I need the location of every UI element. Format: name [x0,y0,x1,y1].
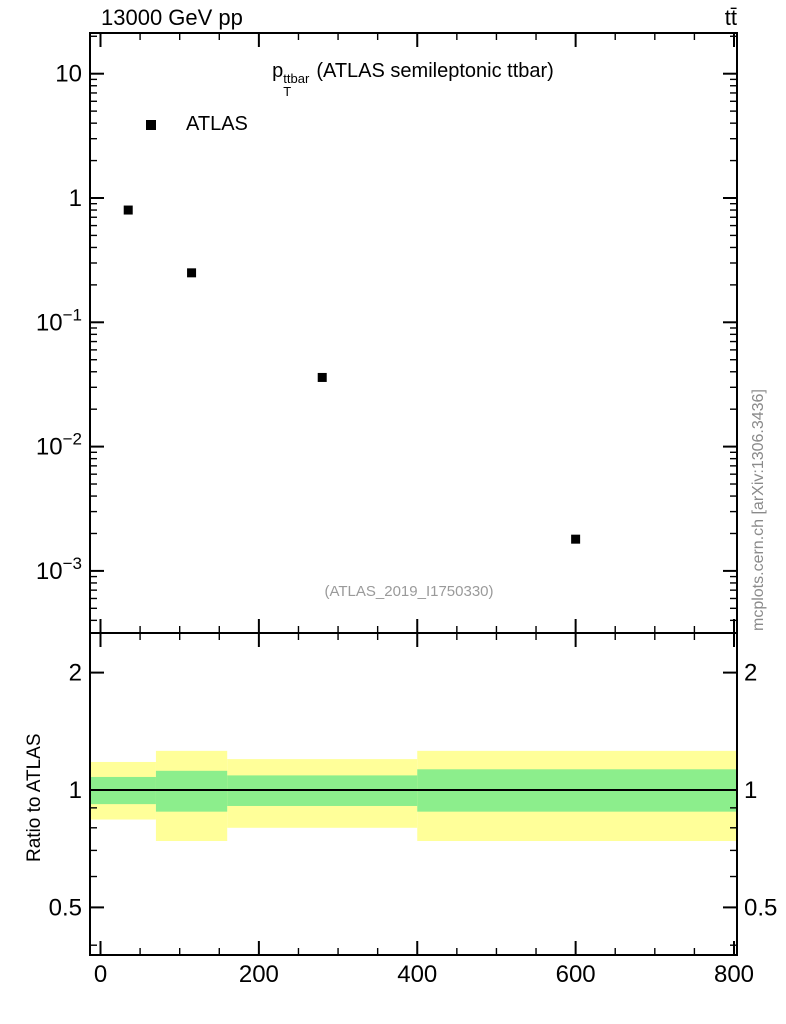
legend-marker-atlas [146,119,156,130]
ratio-plot-frame [89,632,738,956]
x-axis-tick-label: 800 [714,961,754,988]
ratio-y-tick-label-left: 1 [69,777,82,804]
ratio-axis-title: Ratio to ATLAS [24,733,45,863]
y-axis-tick-label: 10−2 [36,430,82,461]
data-point-atlas [187,268,197,278]
observable-title-rest: (ATLAS semileptonic ttbar) [316,60,554,82]
x-axis-tick-label: 400 [397,961,437,988]
legend-label-atlas: ATLAS [186,113,248,135]
observable-subsup: ttbar T [283,70,310,99]
ratio-band-inner [155,770,228,812]
legend: ATLAS [146,113,248,136]
ratio-y-tick-label-right: 0.5 [744,894,777,921]
analysis-watermark: (ATLAS_2019_I1750330) [324,583,494,600]
ratio-y-tick-label-right: 2 [744,660,757,687]
observable-title: p ttbar T (ATLAS semileptonic ttbar) [272,60,554,98]
beam-energy-label: 13000 GeV pp [101,5,243,30]
process-label: tt̄ [724,5,737,30]
observable-symbol: p [272,60,284,82]
x-axis-tick-label: 600 [556,961,596,988]
data-point-atlas [317,372,327,382]
mcplots-credit: mcplots.cern.ch [arXiv:1306.3436] [750,389,767,631]
ratio-y-tick-label-right: 1 [744,777,757,804]
y-axis-tick-label: 10 [55,61,82,88]
y-axis-tick-label: 1 [69,185,82,212]
x-axis-tick-label: 200 [239,961,279,988]
x-axis-tick-label: 0 [94,961,107,988]
data-point-atlas [123,205,133,215]
ratio-y-tick-label-left: 2 [69,660,82,687]
ratio-y-tick-label-left: 0.5 [49,894,82,921]
data-point-atlas [571,534,581,544]
y-axis-tick-label: 10−3 [36,554,82,585]
y-axis-tick-label: 10−1 [36,305,82,336]
